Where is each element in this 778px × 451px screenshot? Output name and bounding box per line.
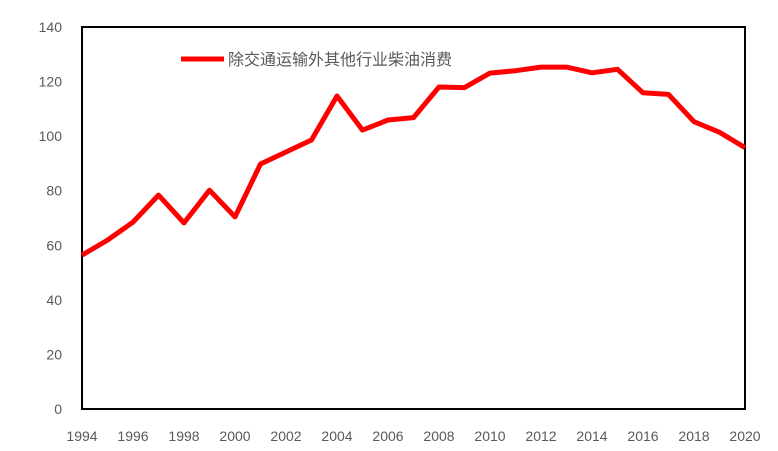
x-tick-label: 2000 <box>219 428 250 444</box>
x-tick-label: 2014 <box>576 428 607 444</box>
x-tick-label: 2018 <box>678 428 709 444</box>
legend-label: 除交通运输外其他行业柴油消费 <box>228 50 452 69</box>
y-tick-label: 80 <box>46 183 62 199</box>
x-tick-label: 2006 <box>372 428 403 444</box>
y-tick-label: 20 <box>46 346 62 362</box>
x-tick-label: 2016 <box>627 428 658 444</box>
y-tick-label: 140 <box>39 19 63 35</box>
x-tick-label: 2020 <box>729 428 760 444</box>
x-tick-label: 2012 <box>525 428 556 444</box>
plot-frame <box>81 26 746 410</box>
y-tick-label: 40 <box>46 292 62 308</box>
legend: 除交通运输外其他行业柴油消费 <box>181 50 452 69</box>
x-tick-label: 1994 <box>66 428 97 444</box>
x-tick-label: 2002 <box>270 428 301 444</box>
x-tick-label: 1996 <box>117 428 148 444</box>
x-tick-label: 2008 <box>423 428 454 444</box>
y-tick-label: 120 <box>39 74 63 90</box>
x-tick-label: 2010 <box>474 428 505 444</box>
y-tick-label: 60 <box>46 237 62 253</box>
series-line-diesel-consumption <box>80 64 747 258</box>
y-tick-label: 0 <box>54 401 62 417</box>
y-axis-ticks: 0 20 40 60 80 100 120 140 <box>39 19 63 417</box>
x-tick-label: 2004 <box>321 428 352 444</box>
y-tick-label: 100 <box>39 128 63 144</box>
x-tick-label: 1998 <box>168 428 199 444</box>
x-axis-ticks: 1994 1996 1998 2000 2002 2004 2006 2008 2010 2012… <box>66 428 760 444</box>
